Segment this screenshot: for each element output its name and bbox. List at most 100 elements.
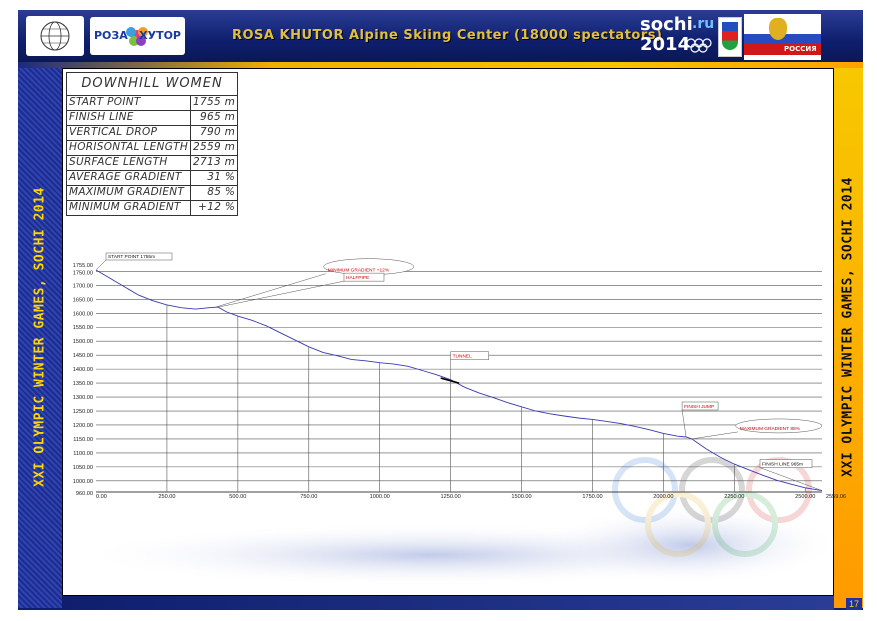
page-number: 17 [846, 598, 862, 610]
sochi-logo-text: sochi [640, 14, 693, 35]
y-tick-label: 1100.00 [73, 451, 93, 457]
callout-leader [681, 409, 687, 438]
spec-table-row: START POINT 1755 m [65, 95, 239, 111]
spec-label: SURFACE LENGTH [65, 155, 192, 171]
annotation-callout: HALFPIPE [217, 272, 385, 308]
spec-value: 2713 m [190, 155, 239, 171]
spec-value: 790 m [190, 125, 239, 141]
annotation-label: MINIMUM GRADIENT +12% [328, 268, 390, 274]
y-tick-label: 1350.00 [73, 381, 93, 387]
spec-value: 85 % [190, 185, 239, 201]
spec-label: FINISH LINE [65, 110, 192, 126]
annotation-callout: START POINT 1755m [95, 252, 173, 271]
annotation-label: HALFPIPE [346, 275, 369, 281]
x-tick-label: 500.00 [229, 494, 246, 500]
spec-label: START POINT [65, 95, 192, 111]
header-stripe [18, 62, 863, 68]
page-title: ROSA KHUTOR Alpine Skiing Center (18000 … [232, 28, 663, 43]
x-tick-label: 2000.00 [653, 494, 673, 500]
left-side-strip [18, 68, 62, 608]
annotation-callout: FINISH JUMP [681, 401, 719, 438]
x-end-label: 2559.06 [826, 494, 846, 500]
callout-box [681, 401, 719, 411]
olympic-emblem-logo [26, 16, 84, 56]
y-tick-label: 1200.00 [73, 423, 93, 429]
y-tick-label: 1500.00 [73, 339, 93, 345]
spec-label: HORISONTAL LENGTH [65, 140, 192, 156]
spec-table-header-row: DOWNHILL WOMEN [65, 72, 239, 96]
annotation-label: FINISH JUMP [684, 404, 714, 410]
annotation-label: MAXIMUM GRADIENT 85% [740, 426, 801, 432]
annotations: START POINT 1755m MINIMUM GRADIENT +12%HA… [95, 252, 823, 491]
spec-table-row: AVERAGE GRADIENT 31 % [65, 170, 239, 186]
spec-table-row: MAXIMUM GRADIENT 85 % [65, 185, 239, 201]
rosa-khutor-logo: РОЗА ХУТОР [90, 17, 185, 55]
callout-box [735, 418, 823, 434]
flower-icon [126, 27, 148, 46]
callout-box [343, 272, 385, 282]
x-tick-label: 1500.00 [511, 494, 531, 500]
y-tick-label: 1700.00 [73, 283, 93, 289]
x-tick-label: 750.00 [300, 494, 317, 500]
y-tick-label: 1600.00 [73, 311, 93, 317]
x-tick-label: 2250.00 [724, 494, 744, 500]
x-axis: 0.00 250.00 500.00 750.00 1000.00 1250.00 1500… [96, 494, 846, 500]
spec-label: MINIMUM GRADIENT [65, 200, 192, 216]
x-tick-label: 1000.00 [370, 494, 390, 500]
x-tick-label: 1250.00 [441, 494, 461, 500]
spec-label: AVERAGE GRADIENT [65, 170, 192, 186]
y-tick-label: 1300.00 [73, 395, 93, 401]
y-tick-label: 1450.00 [73, 353, 93, 359]
spec-value: 965 m [190, 110, 239, 126]
x-tick-label: 0.00 [96, 494, 107, 500]
annotation-callout: MAXIMUM GRADIENT 85% [691, 418, 823, 440]
footer-bar [62, 596, 834, 610]
spec-label: MAXIMUM GRADIENT [65, 185, 192, 201]
annotation-callout: TUNNEL [450, 351, 489, 380]
y-tick-label: 960.00 [76, 491, 93, 497]
annotation-label: FINISH LINE 965m [762, 462, 803, 468]
spec-value: 31 % [190, 170, 239, 186]
spec-value: 2559 m [190, 140, 239, 156]
callout-leader [95, 259, 107, 271]
olympic-rings-icon [686, 38, 712, 53]
background-olympic-rings [612, 457, 812, 557]
y-tick-label: 1750.00 [73, 270, 93, 276]
sochi-2014-logo: sochi .ru 2014 [640, 14, 715, 58]
spec-table-row: HORISONTAL LENGTH 2559 m [65, 140, 239, 156]
callout-box [105, 252, 173, 261]
y-tick-label: 1150.00 [73, 437, 93, 443]
sochi-logo-ru: .ru [692, 16, 715, 32]
spec-table-row: MINIMUM GRADIENT +12 % [65, 200, 239, 216]
x-tick-label: 2500.00 [795, 494, 815, 500]
y-tick-label: 1250.00 [73, 409, 93, 415]
callout-leader [213, 273, 326, 308]
callout-box [759, 459, 813, 468]
spec-value: 1755 m [190, 95, 239, 111]
y-tick-label: 1650.00 [73, 297, 93, 303]
russia-logo-text: РОССИЯ [784, 45, 817, 53]
sochi-logo-year: 2014 [640, 34, 691, 55]
krasnodar-coat-of-arms-icon [718, 17, 742, 57]
spec-table-row: VERTICAL DROP 790 m [65, 125, 239, 141]
annotation-callout: MINIMUM GRADIENT +12% [213, 258, 414, 308]
spec-label: VERTICAL DROP [65, 125, 192, 141]
spec-value: +12 % [190, 200, 239, 216]
annotation-label: START POINT 1755m [108, 254, 155, 260]
y-tick-label: 1050.00 [73, 465, 93, 471]
callout-leader [217, 280, 345, 308]
callout-leader [759, 467, 823, 491]
spec-table-heading: DOWNHILL WOMEN [65, 72, 239, 96]
double-eagle-icon [769, 18, 787, 40]
x-tick-label: 1750.00 [582, 494, 602, 500]
y-tick-label: 1550.00 [73, 325, 93, 331]
y-axis: 960.00 1000.00 1050.00 1100.00 1150.00 1200.0… [73, 263, 93, 497]
annotation-callout: FINISH LINE 965m [759, 459, 823, 491]
russia-flag-logo: РОССИЯ [744, 14, 821, 60]
y-tick-label: 1400.00 [73, 367, 93, 373]
x-tick-label: 250.00 [158, 494, 175, 500]
spec-table-row: SURFACE LENGTH 2713 m [65, 155, 239, 171]
grid-lines [96, 271, 822, 493]
tunnel-marker [440, 377, 460, 384]
